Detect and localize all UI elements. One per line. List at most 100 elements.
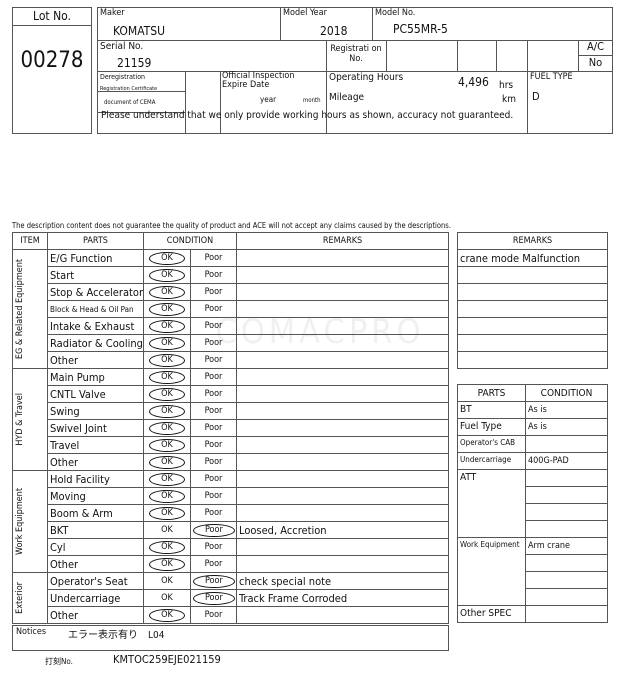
ok-option[interactable]: OK <box>143 589 191 607</box>
ok-option[interactable]: OK <box>143 436 191 454</box>
remark-cell <box>236 334 449 352</box>
ac-value: No <box>588 56 603 69</box>
poor-label: Poor <box>204 270 223 280</box>
item-group-cell: Work Equipment <box>12 470 48 573</box>
ok-option[interactable]: OK <box>143 266 191 284</box>
spec-row: Other SPEC <box>457 605 608 623</box>
ok-option[interactable]: OK <box>143 249 191 267</box>
table-row: Other OK Poor <box>13 555 449 573</box>
table-row: Moving OK Poor <box>13 487 449 505</box>
ok-option[interactable]: OK <box>143 283 191 301</box>
ok-option[interactable]: OK <box>143 572 191 590</box>
ok-label: OK <box>149 387 185 401</box>
side-remark-row <box>457 317 608 335</box>
poor-option[interactable]: Poor <box>190 249 237 267</box>
poor-option[interactable]: Poor <box>190 368 237 386</box>
item-header: ITEM <box>12 232 48 250</box>
poor-label: Poor <box>204 542 223 552</box>
part-name: Swing <box>47 402 144 420</box>
poor-option[interactable]: Poor <box>190 589 237 607</box>
ok-option[interactable]: OK <box>143 419 191 437</box>
part-name: Cyl <box>47 538 144 556</box>
spec-row: BT As is <box>457 401 608 419</box>
poor-option[interactable]: Poor <box>190 266 237 284</box>
table-row: Cyl OK Poor <box>13 538 449 556</box>
remark-cell <box>236 470 449 488</box>
dereg-label: Deregistration <box>100 73 146 81</box>
ok-label: OK <box>161 593 173 603</box>
ok-option[interactable]: OK <box>143 368 191 386</box>
table-row: Radiator & Cooling OK Poor <box>13 334 449 352</box>
registration-box-4 <box>527 40 579 72</box>
side-remark-row <box>457 283 608 301</box>
poor-option[interactable]: Poor <box>190 334 237 352</box>
model-year-label: Model Year <box>283 8 327 18</box>
remark-cell <box>236 283 449 301</box>
ok-label: OK <box>161 576 173 586</box>
spec-value: Arm crane <box>525 537 608 555</box>
poor-option[interactable]: Poor <box>190 538 237 556</box>
cema-label: document of CEMA <box>104 99 156 106</box>
ok-option[interactable]: OK <box>143 606 191 624</box>
ok-option[interactable]: OK <box>143 555 191 573</box>
ok-option[interactable]: OK <box>143 334 191 352</box>
poor-option[interactable]: Poor <box>190 572 237 590</box>
poor-option[interactable]: Poor <box>190 470 237 488</box>
part-name: BKT <box>47 521 144 539</box>
ok-label: OK <box>149 489 185 503</box>
ok-option[interactable]: OK <box>143 453 191 471</box>
ok-label: OK <box>149 336 185 350</box>
part-name: Intake & Exhaust <box>47 317 144 335</box>
ok-option[interactable]: OK <box>143 317 191 335</box>
table-row: EG & Related Equipment E/G Function OK Poor <box>12 249 449 369</box>
poor-option[interactable]: Poor <box>190 504 237 522</box>
spec-part: Other SPEC <box>457 605 526 623</box>
side-remark-cell <box>457 334 608 352</box>
poor-label: Poor <box>204 474 223 484</box>
notices-box <box>12 625 449 651</box>
item-group-label: Exterior <box>15 582 25 614</box>
poor-option[interactable]: Poor <box>190 300 237 318</box>
poor-label: Poor <box>204 610 223 620</box>
poor-option[interactable]: Poor <box>190 351 237 369</box>
ok-label: OK <box>149 285 185 299</box>
item-group-label: HYD & Travel <box>15 393 25 446</box>
poor-option[interactable]: Poor <box>190 606 237 624</box>
poor-option[interactable]: Poor <box>190 283 237 301</box>
poor-option[interactable]: Poor <box>190 521 237 539</box>
poor-option[interactable]: Poor <box>190 402 237 420</box>
ok-label: OK <box>149 455 185 469</box>
ok-option[interactable]: OK <box>143 521 191 539</box>
spec-parts-header: PARTS <box>457 384 526 402</box>
remarks-header: REMARKS <box>236 232 449 250</box>
poor-option[interactable]: Poor <box>190 317 237 335</box>
spec-part: Work Equipment <box>457 537 526 606</box>
inspection-label: Official Inspection Expire Date <box>222 71 295 90</box>
table-row: Undercarriage OK Poor Track Frame Corroded <box>13 589 449 607</box>
poor-label: Poor <box>204 253 223 263</box>
ok-option[interactable]: OK <box>143 504 191 522</box>
ok-option[interactable]: OK <box>143 385 191 403</box>
poor-option[interactable]: Poor <box>190 436 237 454</box>
model-year-value: 2018 <box>320 24 348 38</box>
spec-value <box>525 486 608 504</box>
item-group-label: Work Equipment <box>15 488 25 555</box>
poor-option[interactable]: Poor <box>190 487 237 505</box>
spec-value <box>525 503 608 521</box>
poor-option[interactable]: Poor <box>190 419 237 437</box>
poor-label: Poor <box>204 304 223 314</box>
registration-box-3 <box>496 40 528 72</box>
poor-label: Poor <box>204 338 223 348</box>
poor-option[interactable]: Poor <box>190 385 237 403</box>
ok-option[interactable]: OK <box>143 300 191 318</box>
ok-option[interactable]: OK <box>143 402 191 420</box>
ok-option[interactable]: OK <box>143 538 191 556</box>
ok-option[interactable]: OK <box>143 487 191 505</box>
poor-label: Poor <box>204 440 223 450</box>
poor-option[interactable]: Poor <box>190 453 237 471</box>
stamp-label: 打刻No. <box>45 657 73 666</box>
ok-option[interactable]: OK <box>143 470 191 488</box>
spec-value <box>525 605 608 623</box>
ok-option[interactable]: OK <box>143 351 191 369</box>
poor-option[interactable]: Poor <box>190 555 237 573</box>
